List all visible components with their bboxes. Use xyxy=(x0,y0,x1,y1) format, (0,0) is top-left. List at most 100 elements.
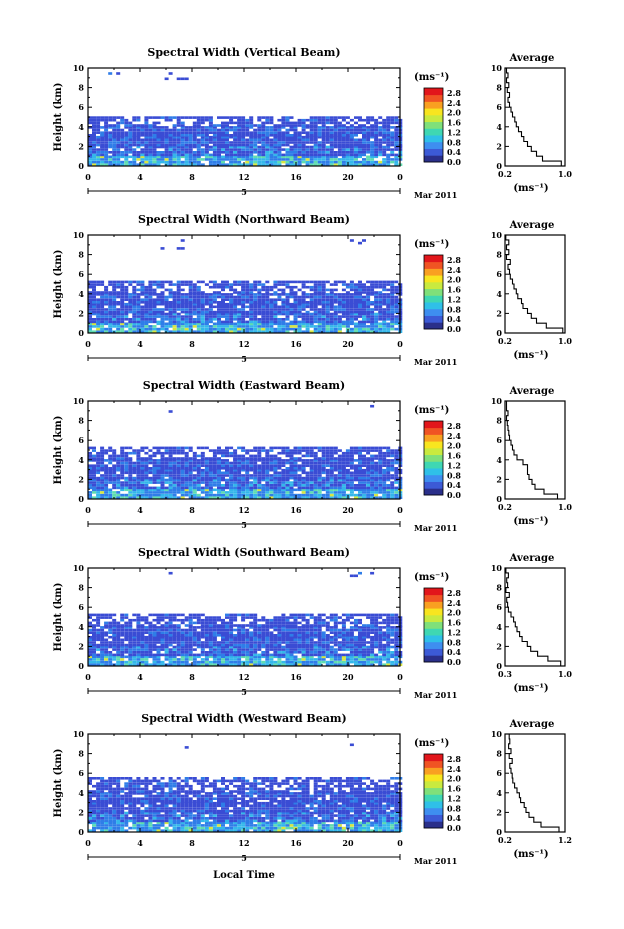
heatmap-cell xyxy=(374,121,379,125)
heatmap-cell xyxy=(305,461,310,465)
heatmap-cell xyxy=(257,491,262,494)
heatmap-cell xyxy=(301,467,306,470)
heatmap-cell xyxy=(128,163,133,166)
heatmap-cell xyxy=(237,116,242,119)
heatmap-cell xyxy=(394,143,399,147)
heatmap-cell xyxy=(333,493,338,497)
heatmap-cell xyxy=(370,481,375,484)
heatmap-cell xyxy=(325,126,330,129)
heatmap-cell xyxy=(289,116,294,119)
heatmap-cell xyxy=(390,126,395,129)
heatmap-cell xyxy=(261,310,266,314)
heatmap-cell xyxy=(321,116,326,119)
heatmap-cell xyxy=(325,288,330,292)
heatmap-cell xyxy=(229,160,234,164)
heatmap-cell xyxy=(285,468,290,472)
heatmap-cell xyxy=(370,118,375,122)
heatmap-cell xyxy=(273,283,278,286)
heatmap-cell xyxy=(176,163,181,166)
heatmap-cell xyxy=(333,476,338,480)
heatmap-cell xyxy=(301,145,306,149)
heatmap-cell xyxy=(116,138,121,142)
heatmap-cell xyxy=(156,158,161,161)
heatmap-cell xyxy=(333,121,338,125)
heatmap-cell xyxy=(152,464,157,467)
heatmap-cell xyxy=(382,301,387,304)
heatmap-cell xyxy=(289,660,294,664)
heatmap-cell xyxy=(354,660,358,664)
heatmap-cell xyxy=(277,446,282,450)
heatmap-cell xyxy=(386,653,391,657)
heatmap-cell xyxy=(168,459,173,462)
heatmap-cell xyxy=(156,658,161,661)
heatmap-cell xyxy=(370,471,375,475)
heatmap-cell xyxy=(112,655,117,659)
heatmap-cell xyxy=(370,291,375,294)
heatmap-cell xyxy=(196,131,201,134)
heatmap-cell xyxy=(180,481,185,484)
heatmap-cell xyxy=(366,660,371,664)
heatmap-cell xyxy=(200,298,205,301)
heatmap-cell xyxy=(225,131,229,134)
heatmap-cell xyxy=(305,464,310,467)
heatmap-cell xyxy=(349,163,354,166)
heatmap-cell xyxy=(180,457,185,460)
heatmap-cell xyxy=(337,655,342,659)
heatmap-cell xyxy=(337,457,342,460)
heatmap-cell xyxy=(196,134,201,137)
heatmap-cell xyxy=(301,464,306,467)
heatmap-cell xyxy=(269,476,274,480)
heatmap-cell xyxy=(362,446,366,450)
heatmap-cell xyxy=(382,315,387,318)
heatmap-cell xyxy=(100,491,105,494)
heatmap-cell xyxy=(152,446,157,450)
heatmap-cell xyxy=(192,322,197,326)
heatmap-cell xyxy=(136,457,141,460)
heatmap-cell xyxy=(184,312,189,316)
heatmap-cell xyxy=(358,126,362,129)
heatmap-cell xyxy=(108,305,113,309)
heatmap-cell xyxy=(188,280,193,284)
heatmap-cell xyxy=(172,148,177,151)
heatmap-cell xyxy=(180,124,185,127)
heatmap-cell xyxy=(120,116,125,119)
heatmap-cell xyxy=(362,315,366,318)
heatmap-cell xyxy=(160,293,165,296)
heatmap-cell xyxy=(370,293,375,296)
heatmap-cell xyxy=(345,285,350,289)
heatmap-cell xyxy=(144,320,149,324)
heatmap-cell xyxy=(180,330,185,333)
heatmap-cell xyxy=(362,291,366,294)
heatmap-cell xyxy=(325,158,330,161)
heatmap-cell xyxy=(160,459,165,462)
heatmap-cell xyxy=(321,493,326,497)
heatmap-cell xyxy=(160,451,165,455)
heatmap-cell xyxy=(144,468,149,472)
heatmap-cell xyxy=(277,484,282,487)
heatmap-cell xyxy=(176,153,181,157)
heatmap-cell xyxy=(204,655,209,659)
heatmap-cell xyxy=(144,135,149,139)
colorbar-tick-label: 0.4 xyxy=(447,147,461,157)
heatmap-cell xyxy=(136,312,141,316)
panel-title: Spectral Width (Eastward Beam) xyxy=(143,379,345,392)
heatmap-cell xyxy=(374,471,379,475)
heatmap-cell xyxy=(325,118,330,122)
heatmap-cell xyxy=(358,658,362,661)
heatmap-cell xyxy=(382,330,387,333)
heatmap-cell xyxy=(192,493,197,497)
heatmap-cell xyxy=(120,128,125,132)
heatmap-cell xyxy=(378,308,383,311)
heatmap-cell xyxy=(321,655,326,659)
heatmap-cell xyxy=(325,298,330,301)
heatmap-cell xyxy=(354,322,358,326)
heatmap-cell xyxy=(253,160,258,164)
heatmap-cell xyxy=(116,128,121,132)
heatmap-cell xyxy=(370,308,375,311)
heatmap-cell xyxy=(104,148,109,151)
heatmap-cell xyxy=(297,474,302,477)
heatmap-cell xyxy=(329,291,334,294)
profile-x-label: (ms⁻¹) xyxy=(513,183,548,194)
heatmap-cell xyxy=(221,325,225,328)
profile-y-tick-label: 4 xyxy=(496,289,502,299)
